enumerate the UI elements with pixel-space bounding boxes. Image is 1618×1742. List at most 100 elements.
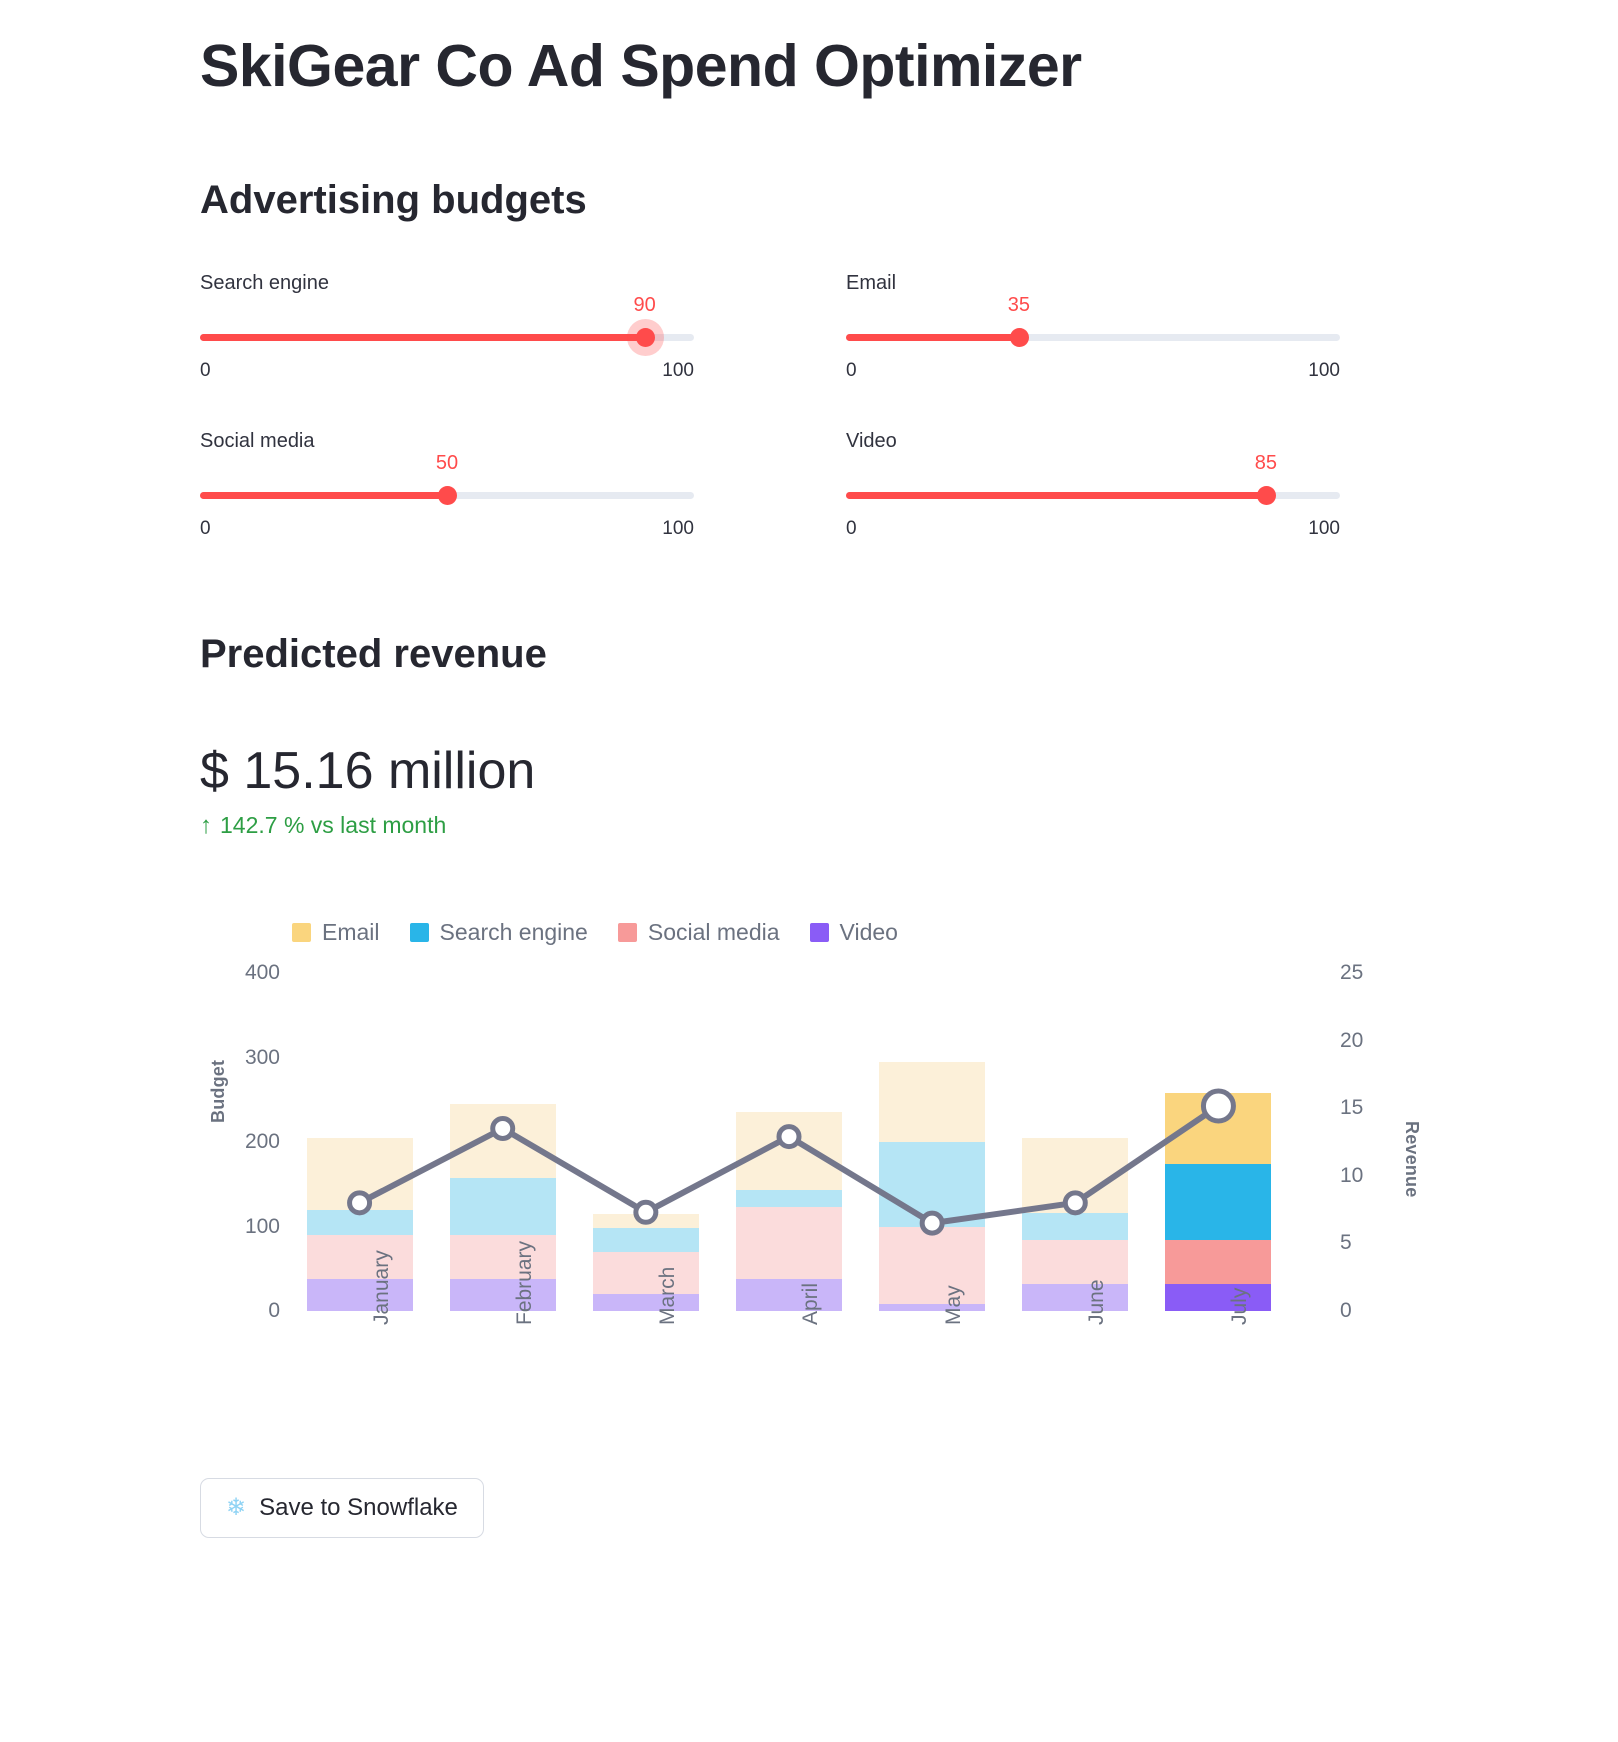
- bar-segment-social-media[interactable]: [879, 1226, 986, 1305]
- bar-segment-video[interactable]: [306, 1278, 413, 1311]
- bar-segment-search-engine[interactable]: [1022, 1213, 1129, 1241]
- y-axis-tick-revenue: 10: [1340, 1163, 1364, 1187]
- slider-thumb[interactable]: [626, 319, 664, 356]
- slider-track[interactable]: 35: [846, 294, 1340, 348]
- slider-thumb[interactable]: [1009, 328, 1029, 347]
- metric-delta-text: 142.7 % vs last month: [220, 812, 447, 839]
- x-axis-label: March: [655, 1266, 679, 1325]
- slider-rail: [846, 334, 1340, 341]
- slider-min: 0: [200, 360, 211, 381]
- legend-item-search-engine[interactable]: Search engine: [409, 919, 588, 946]
- metric-delta: ↑ 142.7 % vs last month: [200, 812, 535, 839]
- slider-track[interactable]: 90: [200, 294, 694, 356]
- slider-thumb[interactable]: [438, 486, 457, 505]
- x-axis-label: February: [512, 1240, 536, 1325]
- revenue-line-overlay: [347, 1088, 1236, 1236]
- metric-value: $ 15.16 million: [200, 742, 536, 800]
- revenue-point-marker[interactable]: [1062, 1190, 1088, 1216]
- slider-fill: [200, 492, 447, 499]
- slider-email[interactable]: Email 35 0 100: [846, 268, 1340, 382]
- legend-label: Search engine: [439, 919, 588, 945]
- slider-max: 100: [662, 360, 694, 381]
- bar-segment-search-engine[interactable]: [592, 1228, 699, 1252]
- slider-endpoints: 0 100: [846, 518, 1340, 540]
- slider-value: 35: [1007, 294, 1031, 316]
- slider-row-1: Search engine 90 0 100 Email 35: [200, 268, 1345, 426]
- legend-item-email[interactable]: Email: [292, 919, 380, 946]
- bar-segment-video[interactable]: [879, 1304, 986, 1311]
- legend-item-video[interactable]: Video: [809, 919, 898, 946]
- slider-label: Search engine: [200, 272, 329, 294]
- y-axis-tick-revenue: 5: [1340, 1231, 1352, 1255]
- x-axis-label: April: [799, 1282, 822, 1325]
- bar-segment-video[interactable]: [1165, 1283, 1272, 1311]
- slider-label: Email: [846, 272, 897, 294]
- slider-endpoints: 0 100: [200, 360, 694, 382]
- chart-plot-area: Budget Revenue 0 100 200 300 400 0 5 10 15 20 25 Ja…: [200, 961, 1430, 1325]
- slider-video[interactable]: Video 85 0 100: [846, 426, 1340, 540]
- bar-segment-search-engine[interactable]: [1165, 1163, 1272, 1241]
- slider-value: 90: [633, 294, 656, 316]
- y-axis-tick-revenue: 25: [1340, 961, 1364, 984]
- y-axis-tick-budget: 200: [244, 1130, 280, 1153]
- slider-thumb[interactable]: [1256, 486, 1276, 505]
- bar-segment-social-media[interactable]: [1165, 1240, 1272, 1284]
- budget-revenue-chart: Email Search engine Social media Video Budg…: [200, 905, 1430, 1445]
- snowflake-icon: ❄: [226, 1494, 247, 1521]
- legend-swatch-icon: [409, 923, 429, 942]
- bar-segment-search-engine[interactable]: [449, 1177, 556, 1235]
- y-axis-tick-revenue: 20: [1340, 1028, 1364, 1052]
- slider-min: 0: [846, 360, 857, 381]
- bar-stack[interactable]: [592, 1213, 699, 1311]
- chart-bars: [288, 973, 1290, 1311]
- legend-label: Social media: [647, 919, 780, 945]
- y-axis-tick-budget: 300: [244, 1045, 280, 1069]
- revenue-point-marker[interactable]: [1200, 1088, 1236, 1124]
- legend-item-social-media[interactable]: Social media: [617, 919, 780, 946]
- legend-swatch-icon: [292, 923, 311, 942]
- revenue-point-marker[interactable]: [490, 1115, 516, 1141]
- slider-max: 100: [662, 518, 694, 539]
- revenue-point-marker[interactable]: [633, 1199, 659, 1225]
- bar-segment-email[interactable]: [879, 1061, 986, 1143]
- predicted-revenue-metric: $ 15.16 million ↑ 142.7 % vs last month: [200, 740, 535, 839]
- up-arrow-icon: ↑: [200, 811, 212, 839]
- slider-max: 100: [1308, 360, 1340, 381]
- slider-search-engine[interactable]: Search engine 90 0 100: [200, 268, 694, 382]
- bar-stack[interactable]: [879, 1061, 986, 1311]
- revenue-point-marker[interactable]: [776, 1124, 802, 1150]
- slider-label: Video: [846, 430, 897, 452]
- x-axis-label: January: [369, 1250, 393, 1325]
- slider-min: 0: [200, 518, 211, 539]
- save-to-snowflake-button[interactable]: ❄ Save to Snowflake: [200, 1478, 484, 1538]
- bar-segment-video[interactable]: [449, 1278, 556, 1311]
- page-title: SkiGear Co Ad Spend Optimizer: [200, 33, 1082, 99]
- revenue-point-marker[interactable]: [919, 1210, 945, 1236]
- slider-track[interactable]: 85: [846, 452, 1340, 506]
- bar-stack[interactable]: [736, 1112, 842, 1311]
- save-button-label: Save to Snowflake: [259, 1494, 458, 1521]
- chart-legend: Email Search engine Social media Video: [292, 919, 898, 946]
- slider-track[interactable]: 50: [200, 452, 694, 506]
- legend-swatch-icon: [809, 923, 829, 942]
- bar-segment-social-media[interactable]: [736, 1207, 842, 1279]
- bar-segment-social-media[interactable]: [306, 1234, 413, 1279]
- bar-segment-social-media[interactable]: [592, 1251, 699, 1295]
- slider-fill: [846, 334, 1019, 341]
- slider-endpoints: 0 100: [200, 518, 694, 540]
- slider-max: 100: [1308, 518, 1340, 539]
- bar-segment-video[interactable]: [592, 1294, 699, 1311]
- bar-stack[interactable]: [449, 1104, 556, 1311]
- x-axis-label: June: [1085, 1279, 1109, 1325]
- bar-segment-social-media[interactable]: [449, 1234, 556, 1279]
- revenue-point-marker[interactable]: [347, 1190, 373, 1216]
- y-axis-tick-budget: 100: [244, 1214, 280, 1238]
- bar-segment-video[interactable]: [1022, 1283, 1129, 1311]
- slider-row-2: Social media 50 0 100 Video 85: [200, 426, 1345, 584]
- revenue-line: [356, 1103, 1222, 1227]
- bar-segment-search-engine[interactable]: [736, 1190, 842, 1208]
- slider-social-media[interactable]: Social media 50 0 100: [200, 426, 694, 540]
- bar-stack[interactable]: [306, 1137, 413, 1311]
- bar-segment-video[interactable]: [736, 1278, 842, 1311]
- bar-segment-social-media[interactable]: [1022, 1240, 1129, 1284]
